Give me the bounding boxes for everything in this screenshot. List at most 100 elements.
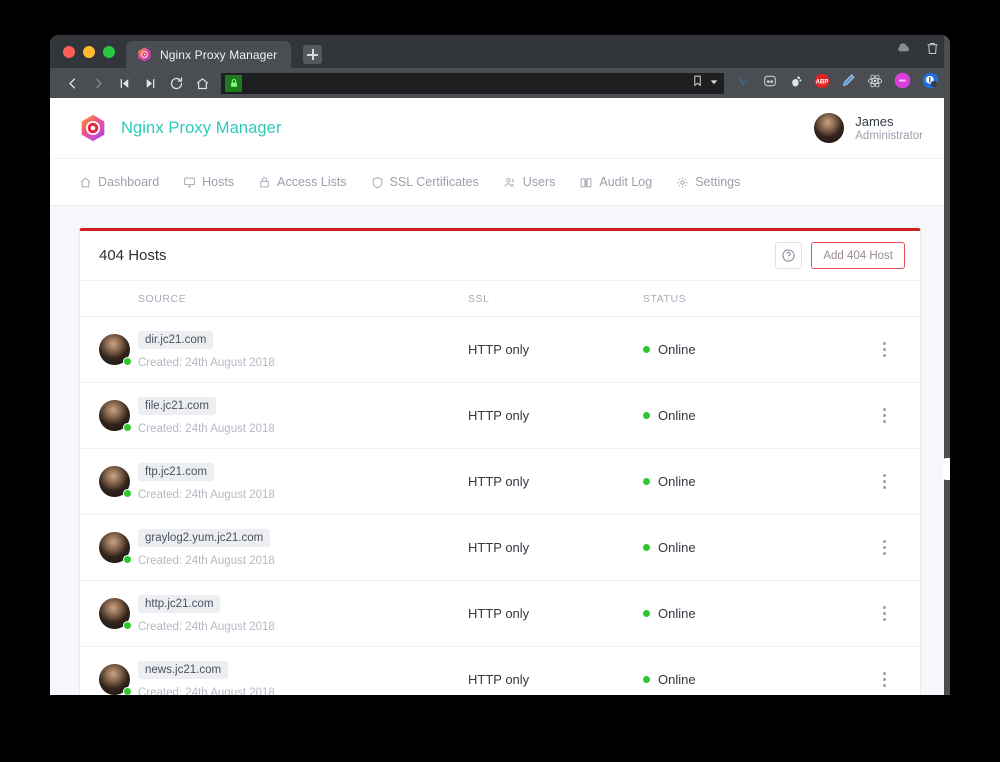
nav-label: Access Lists <box>277 175 347 189</box>
ssl-value: HTTP only <box>468 605 530 621</box>
card-header: 404 Hosts Add 404 Host <box>80 231 920 281</box>
status-dot-icon <box>643 478 650 485</box>
app-nav: Dashboard Hosts Access Lists SSL Certifi… <box>50 159 950 206</box>
browser-nav-bar: ABP <box>50 68 950 98</box>
status-badge: Online <box>643 540 873 555</box>
browser-tab-title: Nginx Proxy Manager <box>160 47 278 62</box>
hosts-table: SOURCE SSL STATUS dir.jc21.com Created: 2… <box>80 281 920 695</box>
table-row[interactable]: http.jc21.com Created: 24th August 2018 HT… <box>80 580 920 647</box>
row-avatar <box>99 598 132 630</box>
checkmark-blue-icon[interactable] <box>736 73 751 93</box>
user-menu[interactable]: James Administrator <box>814 113 923 143</box>
row-menu-cell <box>873 382 920 449</box>
nav-item-audit-log[interactable]: Audit Log <box>579 175 652 189</box>
browser-window: Nginx Proxy Manager <box>50 35 950 695</box>
nav-item-settings[interactable]: Settings <box>676 175 740 189</box>
reload-icon[interactable] <box>163 71 189 95</box>
col-avatar <box>80 281 138 317</box>
hexagon-logo-icon <box>79 114 107 142</box>
row-status-cell: Online <box>643 647 873 696</box>
adblock-plus-icon[interactable]: ABP <box>814 73 830 94</box>
row-source-cell: ftp.jc21.com Created: 24th August 2018 <box>138 448 468 515</box>
row-source-cell: http.jc21.com Created: 24th August 2018 <box>138 580 468 647</box>
table-row[interactable]: file.jc21.com Created: 24th August 2018 HT… <box>80 382 920 449</box>
minimize-window-button[interactable] <box>83 46 95 58</box>
source-badge[interactable]: ftp.jc21.com <box>138 463 214 481</box>
home-icon <box>80 177 91 187</box>
ssl-value: HTTP only <box>468 539 530 555</box>
status-label: Online <box>658 342 696 357</box>
url-bar[interactable] <box>221 72 724 94</box>
row-menu-cell <box>873 316 920 383</box>
forward-icon[interactable] <box>85 71 111 95</box>
table-row[interactable]: graylog2.yum.jc21.com Created: 24th Augus… <box>80 514 920 581</box>
avatar <box>814 113 845 143</box>
shield-icon <box>372 176 382 188</box>
row-menu-button[interactable] <box>873 342 896 357</box>
blue-privacy-icon[interactable] <box>922 72 939 94</box>
back-icon[interactable] <box>59 71 85 95</box>
url-bar-actions <box>691 74 724 92</box>
new-tab-button[interactable] <box>303 45 323 64</box>
close-window-button[interactable] <box>63 46 75 58</box>
row-avatar <box>99 334 132 366</box>
gnome-foot-icon[interactable] <box>789 74 803 93</box>
magenta-circle-icon[interactable] <box>894 72 911 94</box>
home-icon[interactable] <box>189 71 215 95</box>
row-menu-cell <box>873 448 920 515</box>
row-menu-button[interactable] <box>873 408 896 423</box>
table-row[interactable]: dir.jc21.com Created: 24th August 2018 HTT… <box>80 316 920 383</box>
browser-tab-bar: Nginx Proxy Manager <box>50 35 950 68</box>
npm-logo-icon <box>137 47 152 62</box>
status-label: Online <box>658 408 696 423</box>
table-row[interactable]: ftp.jc21.com Created: 24th August 2018 HTT… <box>80 448 920 515</box>
chevron-down-icon[interactable] <box>709 74 719 92</box>
brand-name: Nginx Proxy Manager <box>121 118 282 137</box>
row-menu-button[interactable] <box>873 540 896 555</box>
status-badge: Online <box>643 606 873 621</box>
maximize-window-button[interactable] <box>103 46 115 58</box>
row-avatar <box>99 664 132 695</box>
status-badge: Online <box>643 474 873 489</box>
hosts-card: 404 Hosts Add 404 Host SOURCE SSL STATUS <box>79 228 921 695</box>
nav-item-ssl-certificates[interactable]: SSL Certificates <box>371 175 479 189</box>
row-avatar-cell <box>80 514 138 581</box>
sidebar-reveal-handle[interactable] <box>943 458 950 480</box>
source-badge[interactable]: dir.jc21.com <box>138 331 214 349</box>
ssl-value: HTTP only <box>468 671 530 687</box>
first-page-icon[interactable] <box>111 71 137 95</box>
raccoon-icon[interactable] <box>762 73 778 94</box>
table-row[interactable]: news.jc21.com Created: 24th August 2018 HT… <box>80 647 920 696</box>
source-badge[interactable]: news.jc21.com <box>138 661 229 680</box>
users-icon <box>504 177 514 187</box>
help-button[interactable] <box>775 242 803 269</box>
browser-tab[interactable]: Nginx Proxy Manager <box>126 41 292 68</box>
online-pip-icon <box>123 489 132 498</box>
row-menu-button[interactable] <box>873 672 896 688</box>
online-pip-icon <box>123 357 132 366</box>
last-page-icon[interactable] <box>137 71 163 95</box>
source-badge[interactable]: graylog2.yum.jc21.com <box>138 529 271 547</box>
pen-icon[interactable] <box>841 73 856 93</box>
row-menu-button[interactable] <box>873 474 896 489</box>
trash-icon[interactable] <box>925 41 940 61</box>
source-badge[interactable]: http.jc21.com <box>138 595 221 613</box>
browser-extension-icons: ABP <box>724 72 941 94</box>
react-icon[interactable] <box>867 73 883 94</box>
nav-item-hosts[interactable]: Hosts <box>183 175 234 189</box>
row-menu-button[interactable] <box>873 606 896 621</box>
bookmark-icon[interactable] <box>691 74 704 92</box>
row-status-cell: Online <box>643 580 873 647</box>
source-badge[interactable]: file.jc21.com <box>138 397 216 415</box>
status-badge: Online <box>643 342 873 357</box>
nav-item-access-lists[interactable]: Access Lists <box>258 175 347 189</box>
add-404-host-button[interactable]: Add 404 Host <box>811 242 905 269</box>
status-label: Online <box>658 672 696 688</box>
nav-item-users[interactable]: Users <box>503 175 555 189</box>
online-pip-icon <box>123 621 132 630</box>
status-dot-icon <box>643 610 650 617</box>
nav-item-dashboard[interactable]: Dashboard <box>79 175 159 189</box>
cloud-icon[interactable] <box>896 40 912 61</box>
online-pip-icon <box>123 555 132 564</box>
brand[interactable]: Nginx Proxy Manager <box>79 114 282 142</box>
